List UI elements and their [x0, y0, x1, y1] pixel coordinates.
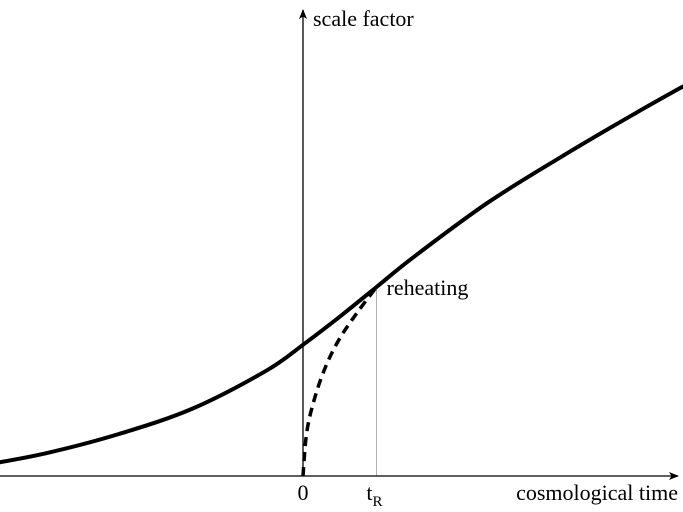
reheating-annotation: reheating	[387, 275, 469, 300]
x-axis-label: cosmological time	[516, 480, 678, 505]
origin-tick-label: 0	[298, 480, 309, 505]
scale-factor-dashed-curve	[301, 285, 378, 477]
tick-label-tR: tR	[366, 480, 382, 510]
y-axis-label: scale factor	[313, 6, 414, 31]
scale-factor-curve	[0, 84, 683, 465]
